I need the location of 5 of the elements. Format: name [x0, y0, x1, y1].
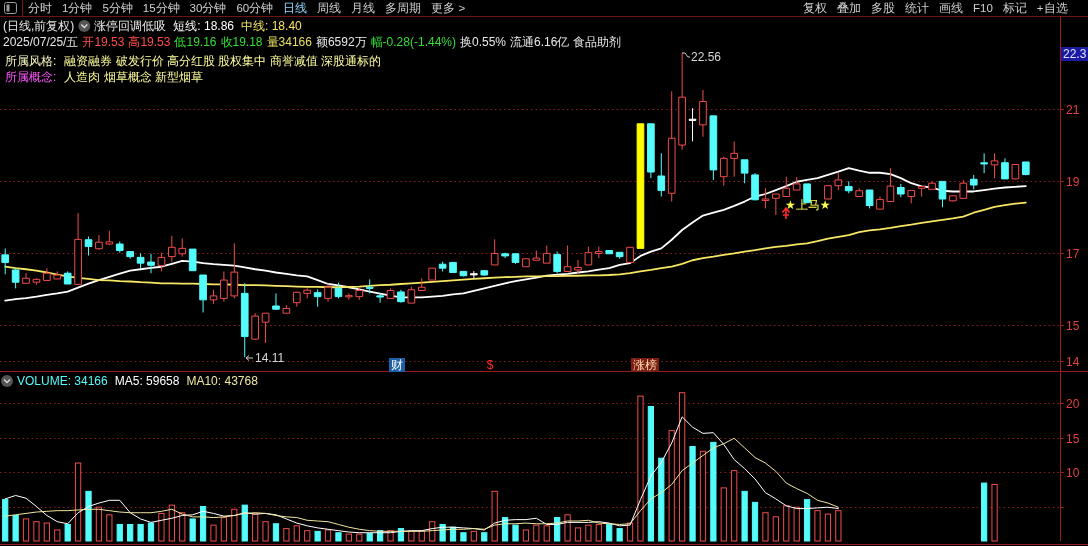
legend-item: MA10: 43768	[186, 374, 258, 388]
ytick: 20	[1066, 396, 1080, 411]
ytick: 10	[1066, 465, 1080, 480]
legend-item: MA5: 59658	[114, 374, 180, 388]
ytick: 15	[1066, 431, 1080, 446]
